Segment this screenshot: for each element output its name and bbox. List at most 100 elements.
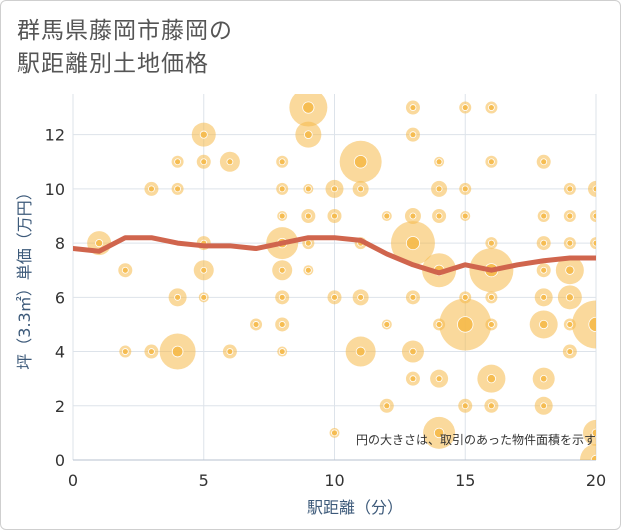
bubble-point-core bbox=[566, 348, 574, 355]
x-tick-label: 20 bbox=[586, 471, 606, 490]
x-axis-ticks: 0 5 10 15 20 bbox=[68, 471, 606, 490]
bubble-point-core bbox=[461, 402, 469, 410]
y-tick-label: 8 bbox=[55, 234, 65, 253]
bubble-point-core bbox=[199, 130, 208, 139]
chart-title-line-2: 駅距離別土地価格 bbox=[17, 51, 209, 77]
size-annotation: 円の大きさは、取引のあった物件面積を示す bbox=[356, 432, 596, 447]
x-tick-label: 0 bbox=[68, 471, 78, 490]
bubble-point bbox=[580, 444, 596, 460]
y-tick-label: 2 bbox=[55, 397, 65, 416]
bubble-point-core bbox=[331, 212, 338, 220]
bubble-point-core bbox=[540, 374, 548, 383]
bubble-point-core bbox=[252, 321, 260, 328]
bubble-point-core bbox=[592, 185, 596, 193]
bubble-point-core bbox=[148, 185, 155, 193]
bubble-point-core bbox=[565, 293, 574, 302]
bubble-point-core bbox=[487, 321, 495, 328]
bubble-point-core bbox=[121, 266, 129, 274]
bubble-point-core bbox=[409, 104, 417, 111]
bubble-point-core bbox=[357, 185, 365, 193]
bubble-point-core bbox=[540, 212, 548, 220]
bubble-point-core bbox=[304, 239, 312, 247]
bubble-point-core bbox=[588, 316, 596, 333]
bubble-point-core bbox=[174, 158, 182, 166]
bubble-point-core bbox=[409, 347, 417, 356]
bubble-point-core bbox=[226, 348, 234, 355]
bubble-point-core bbox=[592, 239, 596, 247]
bubble-point-core bbox=[540, 158, 548, 166]
bubble-point bbox=[588, 180, 596, 197]
bubble-point-core bbox=[487, 239, 495, 247]
bubble-point bbox=[583, 419, 596, 446]
bubble-point-core bbox=[383, 212, 391, 220]
y-axis-label: 坪（3.3㎡）単価（万円） bbox=[15, 184, 34, 369]
bubbles bbox=[87, 94, 596, 460]
bubble-point-core bbox=[461, 185, 469, 193]
bubble-point-core bbox=[566, 212, 574, 220]
bubble-point-core bbox=[435, 158, 443, 166]
bubble-point-core bbox=[355, 346, 366, 357]
bubble-point-core bbox=[409, 375, 417, 383]
bubble-point-core bbox=[174, 185, 182, 193]
bubble-point-core bbox=[409, 293, 417, 301]
bubble-point-core bbox=[539, 319, 549, 330]
bubble-point-core bbox=[278, 266, 286, 274]
y-tick-label: 12 bbox=[45, 126, 65, 145]
bubble-point-core bbox=[353, 155, 368, 169]
bubble-point-core bbox=[590, 454, 596, 460]
chart-title: 群馬県藤岡市藤岡の 駅距離別土地価格 bbox=[17, 15, 233, 81]
trend-line-group bbox=[73, 235, 596, 276]
bubble-point-core bbox=[540, 266, 548, 274]
bubble-point-core bbox=[461, 293, 469, 301]
x-tick-label: 5 bbox=[199, 471, 209, 490]
bubble-point-core bbox=[95, 239, 104, 248]
bubble-point-core bbox=[302, 101, 315, 114]
bubble-point-core bbox=[331, 429, 338, 437]
bubble-point-core bbox=[433, 427, 445, 439]
bubble-point-core bbox=[540, 293, 548, 301]
bubble-point-core bbox=[592, 212, 596, 220]
bubble-point-core bbox=[457, 316, 474, 333]
bubble-point-core bbox=[278, 158, 286, 166]
bubble-point-core bbox=[278, 293, 286, 301]
bubble-point-core bbox=[383, 402, 391, 410]
x-tick-label: 15 bbox=[455, 471, 475, 490]
bubble-point-core bbox=[487, 158, 495, 166]
bubble-point-core bbox=[304, 130, 313, 139]
bubble-point-core bbox=[566, 321, 574, 328]
bubble-point-core bbox=[591, 428, 596, 438]
bubble-point-core bbox=[278, 348, 286, 355]
chart-title-line-1: 群馬県藤岡市藤岡の bbox=[17, 18, 233, 44]
y-axis-ticks: 0 2 4 6 8 10 12 bbox=[45, 126, 65, 470]
bubble-point-core bbox=[566, 239, 574, 247]
bubble-point-core bbox=[565, 265, 575, 275]
bubble-point-core bbox=[435, 212, 443, 220]
y-tick-label: 6 bbox=[55, 288, 65, 307]
bubble-point-core bbox=[435, 185, 443, 193]
bubble-point-core bbox=[226, 158, 234, 166]
bubble-point-core bbox=[200, 293, 208, 301]
bubble-point-core bbox=[487, 104, 495, 111]
bubble-point-core bbox=[461, 104, 469, 111]
bubble-point-core bbox=[461, 212, 469, 220]
y-tick-label: 4 bbox=[55, 343, 65, 362]
bubble-point-core bbox=[405, 236, 420, 251]
trend-line bbox=[73, 235, 596, 276]
bubble-point-core bbox=[171, 345, 184, 358]
bubble-point-core bbox=[540, 239, 548, 247]
bubble-point-core bbox=[435, 321, 443, 328]
bubble-point-core bbox=[304, 212, 312, 220]
bubble-point-core bbox=[540, 402, 548, 410]
bubble-point-core bbox=[174, 293, 182, 301]
bubble-point-core bbox=[278, 185, 286, 193]
bubble-point-core bbox=[331, 185, 338, 193]
x-tick-label: 10 bbox=[324, 471, 344, 490]
bubble-point-core bbox=[357, 293, 365, 301]
bubble-point-core bbox=[304, 266, 312, 274]
bubble-point-core bbox=[566, 185, 574, 193]
bubble-point-core bbox=[487, 402, 495, 410]
bubble-point-core bbox=[278, 321, 286, 328]
bubble-point-core bbox=[278, 212, 286, 220]
bubble-point-core bbox=[121, 348, 129, 355]
